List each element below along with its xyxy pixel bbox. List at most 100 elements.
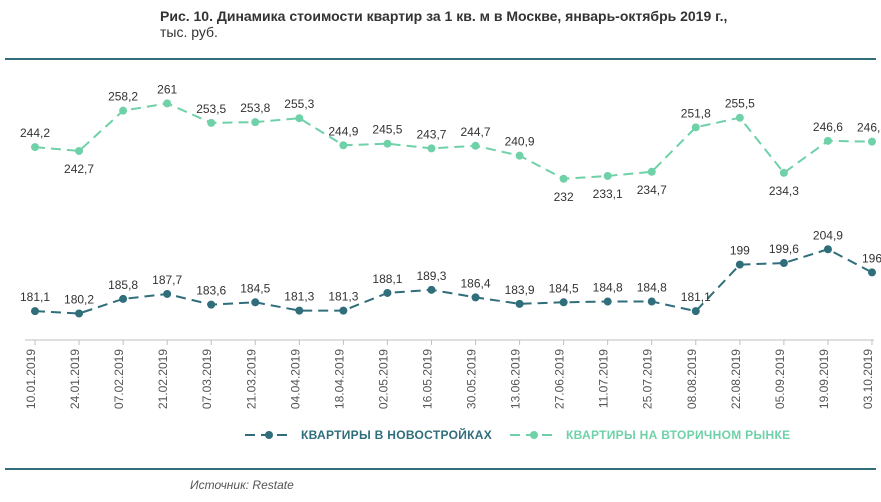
series-marker-new — [868, 268, 876, 276]
legend-swatch-marker-secondary — [530, 431, 538, 439]
series-value-label-secondary: 232 — [554, 190, 574, 204]
series-marker-new — [31, 307, 39, 315]
series-value-label-secondary: 244,2 — [20, 126, 50, 140]
series-value-label-new: 183,6 — [196, 284, 226, 298]
series-value-label-secondary: 258,2 — [108, 90, 138, 104]
x-tick-label: 02.05.2019 — [376, 349, 390, 409]
series-marker-secondary — [207, 119, 215, 127]
series-value-label-secondary: 253,8 — [240, 101, 270, 115]
series-marker-secondary — [648, 168, 656, 176]
x-tick-label: 08.08.2019 — [685, 349, 699, 409]
series-marker-secondary — [824, 137, 832, 145]
series-marker-secondary — [604, 172, 612, 180]
series-value-label-new: 183,9 — [505, 283, 535, 297]
series-value-label-new: 186,4 — [461, 276, 491, 290]
x-tick-label: 10.01.2019 — [24, 349, 38, 409]
series-value-label-secondary: 244,9 — [328, 124, 358, 138]
series-value-label-new: 185,8 — [108, 278, 138, 292]
series-value-label-secondary: 253,5 — [196, 102, 226, 116]
series-marker-new — [207, 301, 215, 309]
series-marker-new — [251, 298, 259, 306]
x-tick-label: 21.03.2019 — [244, 349, 258, 409]
series-marker-secondary — [295, 114, 303, 122]
series-marker-new — [648, 298, 656, 306]
figure-title-line1: Рис. 10. Динамика стоимости квартир за 1… — [160, 8, 871, 24]
series-marker-new — [75, 309, 83, 317]
x-tick-label: 22.08.2019 — [729, 349, 743, 409]
series-marker-secondary — [75, 147, 83, 155]
series-marker-new — [427, 286, 435, 294]
series-value-label-secondary: 240,9 — [505, 135, 535, 149]
series-marker-new — [736, 261, 744, 269]
series-marker-secondary — [339, 141, 347, 149]
x-tick-label: 07.02.2019 — [112, 349, 126, 409]
series-value-label-new: 181,1 — [681, 290, 711, 304]
series-marker-secondary — [119, 107, 127, 115]
series-marker-secondary — [780, 169, 788, 177]
x-tick-label: 21.02.2019 — [156, 349, 170, 409]
series-value-label-secondary: 244,7 — [461, 125, 491, 139]
series-value-label-new: 184,8 — [593, 281, 623, 295]
x-tick-label: 11.07.2019 — [597, 349, 611, 408]
x-tick-label: 25.07.2019 — [641, 349, 655, 409]
series-value-label-secondary: 234,3 — [769, 184, 799, 198]
series-value-label-new: 181,3 — [284, 290, 314, 304]
series-value-label-new: 204,9 — [813, 228, 843, 242]
series-marker-secondary — [251, 118, 259, 126]
series-value-label-new: 199 — [730, 244, 750, 258]
x-tick-label: 05.09.2019 — [773, 349, 787, 409]
series-line-secondary — [35, 103, 872, 178]
series-marker-secondary — [383, 140, 391, 148]
series-value-label-new: 184,8 — [637, 281, 667, 295]
x-tick-label: 24.01.2019 — [68, 349, 82, 409]
series-value-label-secondary: 246,6 — [813, 120, 843, 134]
series-marker-secondary — [560, 175, 568, 183]
series-marker-new — [383, 289, 391, 297]
x-tick-label: 04.04.2019 — [288, 349, 302, 409]
legend-label-new: КВАРТИРЫ В НОВОСТРОЙКАХ — [301, 427, 492, 442]
x-tick-label: 07.03.2019 — [200, 349, 214, 409]
series-value-label-secondary: 255,3 — [284, 97, 314, 111]
series-value-label-secondary: 245,5 — [372, 123, 402, 137]
x-tick-label: 03.10.2019 — [861, 349, 875, 409]
series-marker-new — [472, 293, 480, 301]
series-marker-secondary — [163, 99, 171, 107]
series-value-label-new: 181,3 — [328, 290, 358, 304]
series-value-label-secondary: 255,5 — [725, 97, 755, 111]
series-value-label-secondary: 234,7 — [637, 183, 667, 197]
series-marker-new — [604, 298, 612, 306]
series-marker-new — [560, 298, 568, 306]
source-label: Источник: Restate — [190, 478, 294, 492]
series-marker-new — [339, 307, 347, 315]
series-value-label-new: 187,7 — [152, 273, 182, 287]
figure-title-line2: тыс. руб. — [160, 24, 871, 40]
series-marker-new — [692, 307, 700, 315]
series-value-label-new: 196 — [862, 251, 881, 265]
series-marker-secondary — [427, 144, 435, 152]
series-value-label-secondary: 261 — [157, 82, 177, 96]
series-marker-secondary — [472, 142, 480, 150]
series-marker-secondary — [868, 138, 876, 146]
x-tick-label: 16.05.2019 — [420, 349, 434, 409]
legend-label-secondary: КВАРТИРЫ НА ВТОРИЧНОМ РЫНКЕ — [566, 428, 790, 442]
series-marker-new — [824, 245, 832, 253]
x-tick-label: 30.05.2019 — [465, 349, 479, 409]
series-value-label-secondary: 246,3 — [857, 121, 881, 135]
series-marker-secondary — [736, 114, 744, 122]
series-marker-secondary — [516, 152, 524, 160]
series-marker-new — [295, 307, 303, 315]
x-tick-label: 27.06.2019 — [553, 349, 567, 409]
series-value-label-secondary: 243,7 — [416, 127, 446, 141]
series-value-label-secondary: 233,1 — [593, 187, 623, 201]
series-value-label-secondary: 251,8 — [681, 106, 711, 120]
series-value-label-new: 199,6 — [769, 242, 799, 256]
series-marker-new — [119, 295, 127, 303]
divider-bottom — [5, 468, 876, 470]
x-tick-label: 18.04.2019 — [332, 349, 346, 409]
series-marker-new — [516, 300, 524, 308]
series-marker-new — [163, 290, 171, 298]
series-value-label-new: 188,1 — [372, 272, 402, 286]
series-marker-secondary — [31, 143, 39, 151]
series-marker-new — [780, 259, 788, 267]
series-value-label-secondary: 242,7 — [64, 162, 94, 176]
